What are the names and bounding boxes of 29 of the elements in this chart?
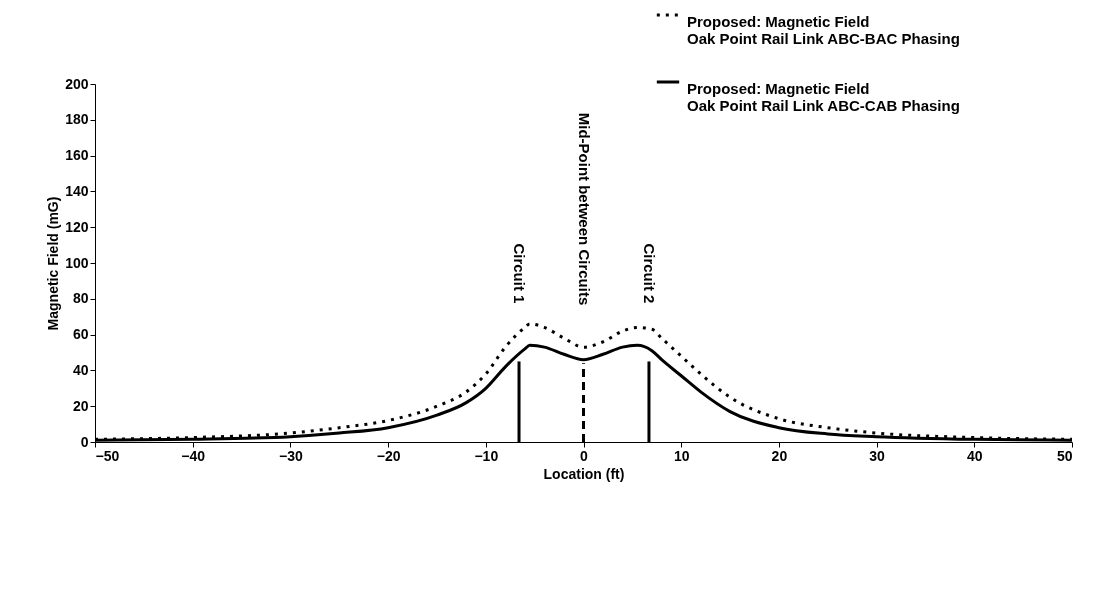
annotation: Circuit 2 (640, 243, 658, 304)
x-tick-label: −50 (95, 447, 120, 464)
x-tick-label: 30 (869, 447, 886, 464)
y-axis-title: Magnetic Field (mG) (45, 196, 62, 331)
annotation: Circuit 1 (511, 243, 529, 304)
y-tick-label: 0 (80, 433, 89, 450)
y-tick-label: 120 (65, 218, 89, 235)
y-tick-label: 20 (72, 397, 89, 414)
x-tick-label: −30 (279, 447, 303, 464)
x-axis-title: Location (ft) (543, 465, 625, 482)
x-tick-label: 40 (967, 447, 983, 464)
y-tick-label: 40 (72, 361, 89, 378)
y-tick-label: 100 (65, 254, 89, 271)
x-tick-label: −20 (376, 447, 401, 464)
x-tick-label: 0 (580, 447, 589, 464)
legend-label: Proposed: Magnetic Field Oak Point Rail Link ABC-CAB Phasing (687, 80, 960, 114)
y-tick-label: 80 (72, 290, 89, 307)
x-tick-label: −10 (474, 447, 499, 464)
y-tick-label: 180 (65, 111, 89, 128)
y-tick-label: 200 (65, 75, 89, 92)
legend-label: Proposed: Magnetic Field Oak Point Rail Link ABC-BAC Phasing (687, 13, 960, 47)
x-tick-label: 20 (771, 447, 788, 464)
x-tick-label: 10 (673, 447, 690, 464)
annotation: Mid-Point between Circuits (575, 112, 593, 306)
x-tick-label: 50 (1056, 447, 1073, 464)
x-tick-label: −40 (181, 447, 206, 464)
y-tick-label: 160 (65, 147, 89, 164)
y-tick-label: 60 (72, 326, 89, 343)
y-tick-label: 140 (65, 182, 89, 199)
